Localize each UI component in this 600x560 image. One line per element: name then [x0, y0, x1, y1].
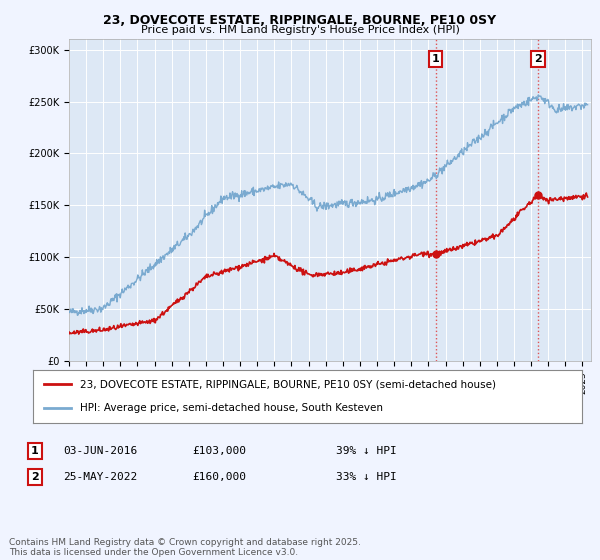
Text: 1: 1: [432, 54, 439, 64]
Text: 39% ↓ HPI: 39% ↓ HPI: [336, 446, 397, 456]
Text: Contains HM Land Registry data © Crown copyright and database right 2025.
This d: Contains HM Land Registry data © Crown c…: [9, 538, 361, 557]
Text: 23, DOVECOTE ESTATE, RIPPINGALE, BOURNE, PE10 0SY: 23, DOVECOTE ESTATE, RIPPINGALE, BOURNE,…: [103, 14, 497, 27]
Text: 2: 2: [534, 54, 542, 64]
Text: £103,000: £103,000: [192, 446, 246, 456]
Text: Price paid vs. HM Land Registry's House Price Index (HPI): Price paid vs. HM Land Registry's House …: [140, 25, 460, 35]
Text: 25-MAY-2022: 25-MAY-2022: [63, 472, 137, 482]
Text: 1: 1: [31, 446, 38, 456]
Text: 03-JUN-2016: 03-JUN-2016: [63, 446, 137, 456]
Text: 33% ↓ HPI: 33% ↓ HPI: [336, 472, 397, 482]
Text: 23, DOVECOTE ESTATE, RIPPINGALE, BOURNE, PE10 0SY (semi-detached house): 23, DOVECOTE ESTATE, RIPPINGALE, BOURNE,…: [80, 380, 496, 390]
Text: 2: 2: [31, 472, 38, 482]
Text: £160,000: £160,000: [192, 472, 246, 482]
Text: HPI: Average price, semi-detached house, South Kesteven: HPI: Average price, semi-detached house,…: [80, 403, 383, 413]
